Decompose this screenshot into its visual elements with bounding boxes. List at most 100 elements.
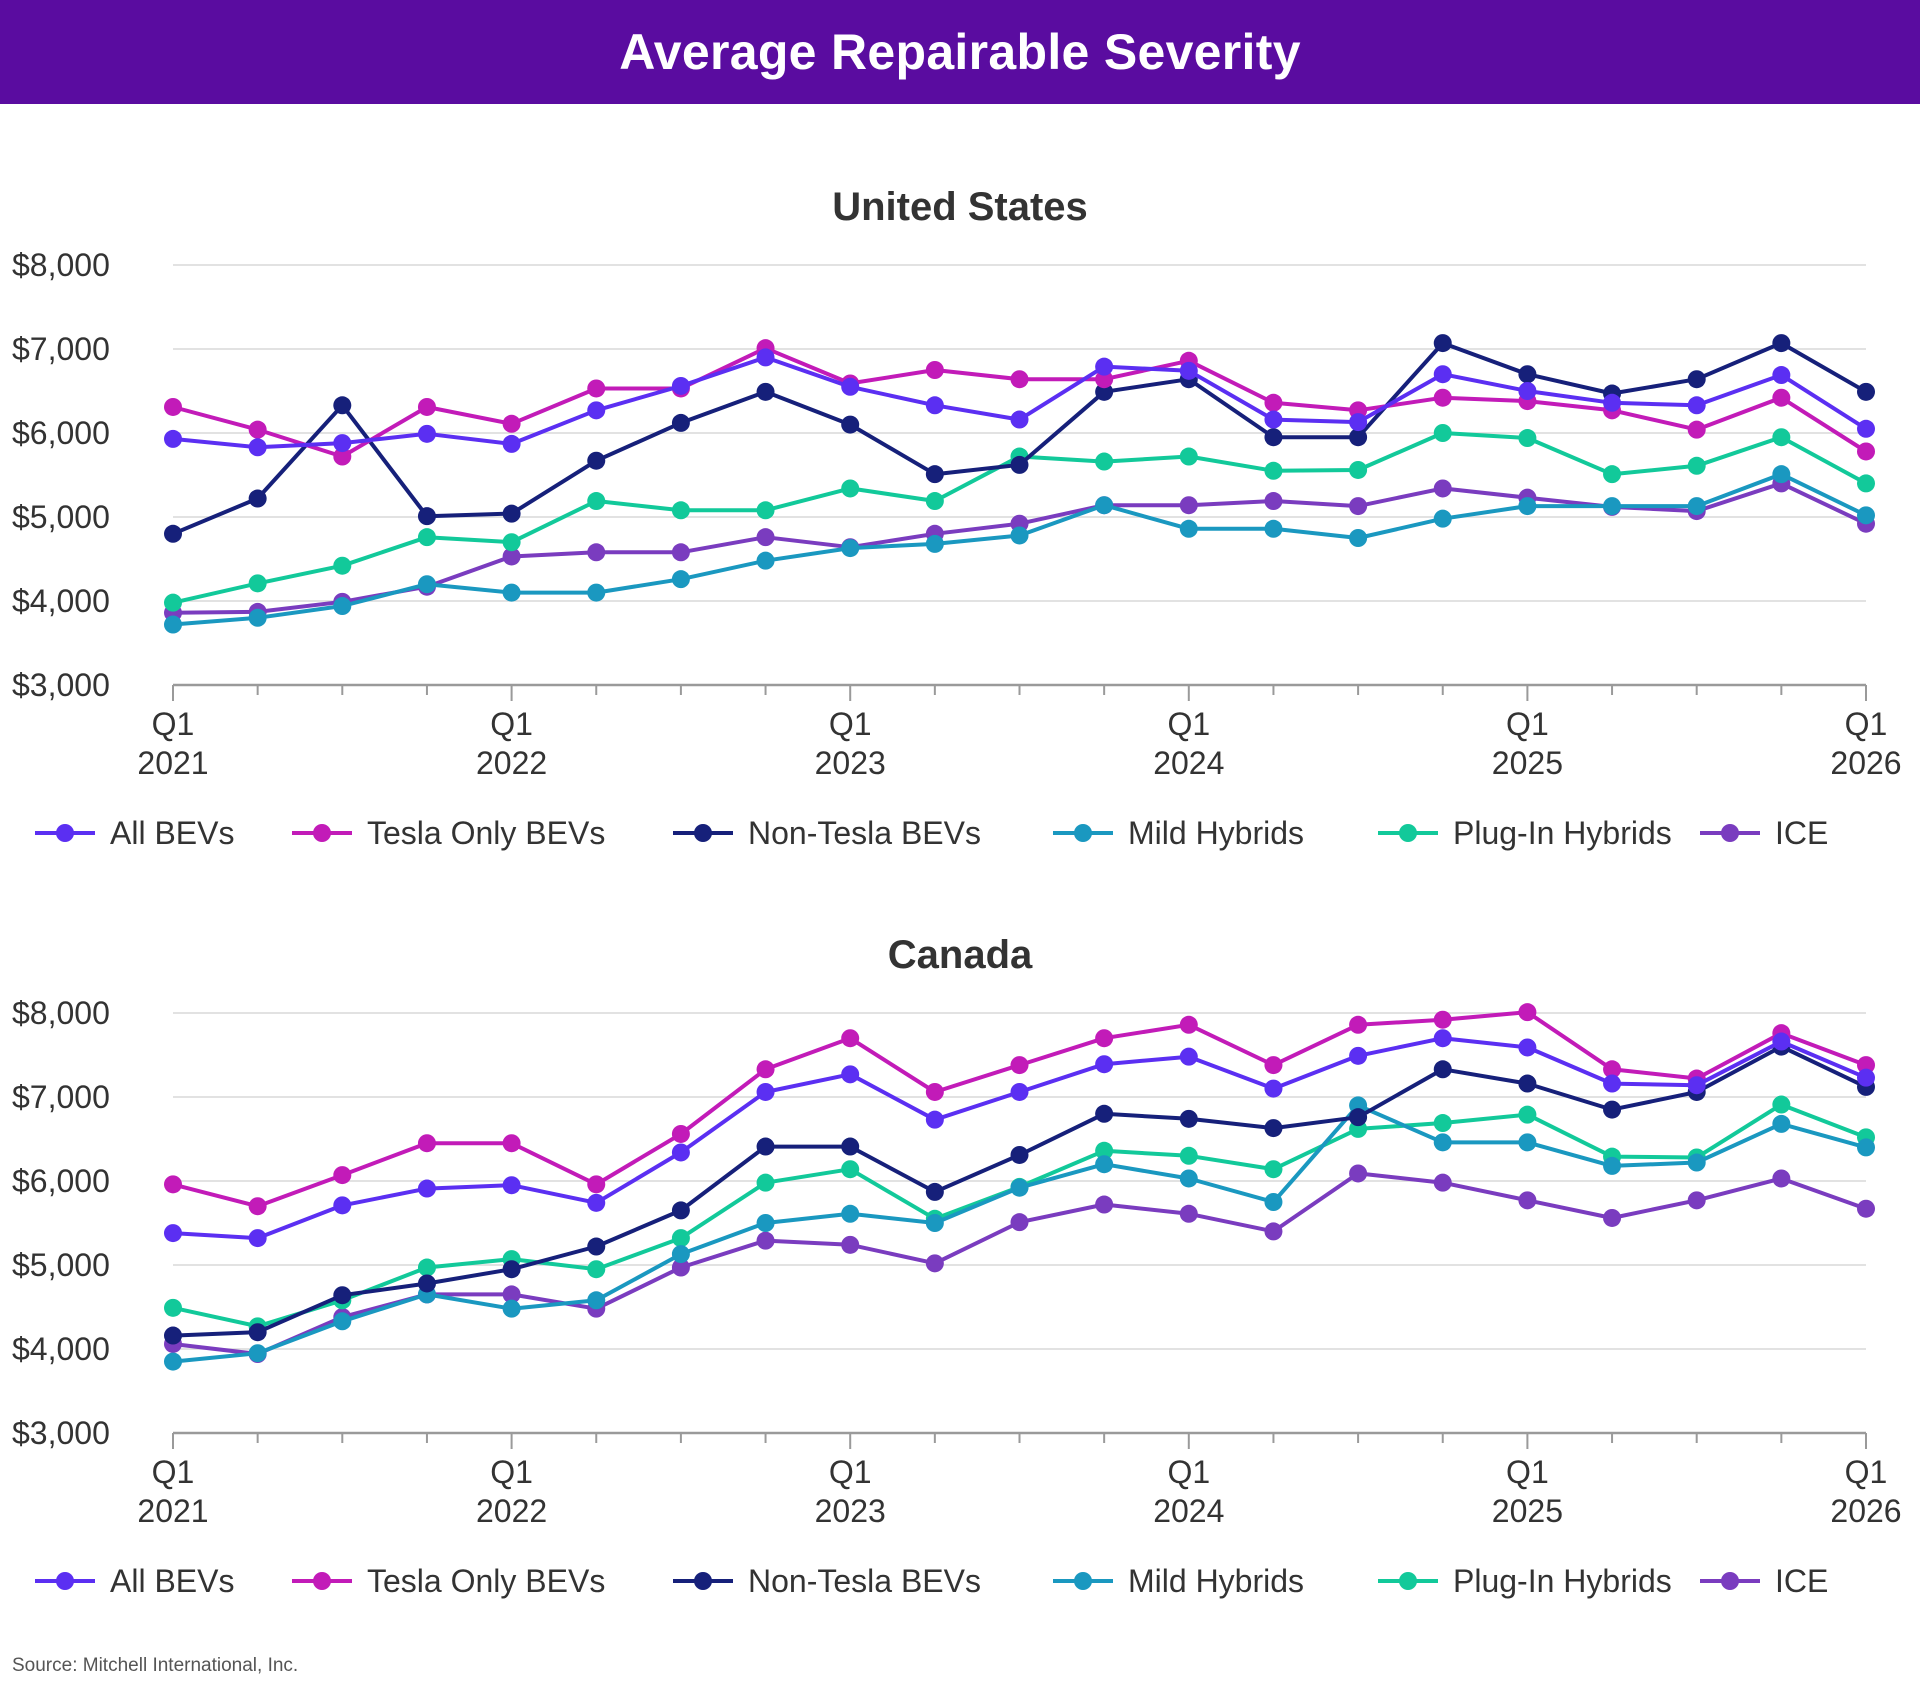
chart-united-states-series-non-tesla-bevs-point: [841, 415, 860, 434]
chart-canada-series-all-bevs-point: [333, 1196, 352, 1215]
chart-united-states-series-plug-in-hybrids-point: [1772, 428, 1791, 447]
chart-canada-series-tesla-only-bevs-point: [1179, 1015, 1198, 1034]
chart-united-states-ytick-label: $8,000: [12, 247, 110, 283]
chart-canada-series-mild-hybrids-point: [587, 1291, 606, 1310]
chart-united-states-series-all-bevs-point: [1857, 419, 1875, 438]
chart-united-states-series-all-bevs-point: [333, 434, 352, 453]
chart-united-states-series-mild-hybrids-point: [841, 539, 860, 558]
chart-united-states-series-tesla-only-bevs-point: [1095, 370, 1114, 389]
chart-united-states-series-plug-in-hybrids-point: [841, 479, 860, 498]
chart-united-states-series-mild-hybrids-point: [417, 575, 436, 594]
chart-canada-ytick-label: $5,000: [12, 1247, 110, 1283]
chart-united-states-series-plug-in-hybrids-point: [1095, 452, 1114, 471]
chart-united-states-series-tesla-only-bevs-point: [1264, 393, 1283, 412]
chart-canada-xtick-label: Q1: [490, 1454, 533, 1490]
chart-united-states-series-mild-hybrids-point: [925, 534, 944, 553]
chart-united-states-series-plug-in-hybrids-point: [502, 533, 521, 552]
chart-canada-series-non-tesla-bevs-point: [756, 1137, 775, 1156]
chart-canada-legend-non-tesla-bevs-label: Non-Tesla BEVs: [748, 1563, 981, 1599]
chart-united-states-legend-plug-in-hybrids-swatch-marker: [1399, 824, 1417, 842]
chart-canada-series-non-tesla-bevs-point: [1095, 1104, 1114, 1123]
chart-united-states-ytick-label: $4,000: [12, 583, 110, 619]
chart-canada-ytick-label: $7,000: [12, 1079, 110, 1115]
chart-united-states-series-non-tesla-bevs-point: [756, 382, 775, 401]
chart-united-states-series-all-bevs-point: [587, 401, 606, 420]
chart-united-states-series-plug-in-hybrids-point: [1433, 424, 1452, 442]
chart-canada-series-mild-hybrids-point: [164, 1352, 182, 1371]
chart-canada-series-ice-point: [671, 1258, 690, 1277]
chart-united-states-series-plug-in-hybrids-point: [1603, 465, 1622, 484]
chart-canada-xtick-label: Q1: [152, 1454, 195, 1490]
chart-canada-series-non-tesla-bevs-point: [248, 1323, 267, 1342]
chart-canada-legend-tesla-only-bevs-label: Tesla Only BEVs: [367, 1563, 605, 1599]
chart-united-states-series-plug-in-hybrids-point: [1687, 456, 1706, 475]
chart-canada-xtick-year-label: 2023: [815, 1493, 886, 1529]
chart-canada-series-mild-hybrids-point: [1687, 1153, 1706, 1172]
chart-united-states-series-non-tesla-bevs-point: [417, 507, 436, 526]
chart-united-states-xtick-label: Q1: [829, 706, 872, 742]
chart-united-states-legend-non-tesla-bevs-swatch-marker: [694, 824, 712, 842]
chart-canada-series-all-bevs-point: [1349, 1046, 1368, 1065]
chart-canada-series-all-bevs-point: [1179, 1047, 1198, 1066]
chart-canada-series-ice-point: [841, 1235, 860, 1254]
chart-united-states-series-mild-hybrids-point: [1687, 497, 1706, 516]
chart-canada-series-ice-point: [1687, 1191, 1706, 1210]
chart-united-states-xtick-year-label: 2024: [1153, 745, 1224, 781]
chart-canada-series-all-bevs-point: [1772, 1032, 1791, 1051]
chart-united-states-series-all-bevs-point: [1433, 365, 1452, 384]
chart-united-states-series-mild-hybrids-point: [1349, 529, 1368, 547]
chart-canada-series-plug-in-hybrids-point: [587, 1260, 606, 1279]
chart-united-states-series-plug-in-hybrids-point: [333, 556, 352, 575]
chart-canada-series-tesla-only-bevs-point: [671, 1124, 690, 1143]
chart-canada-series-all-bevs-point: [1264, 1079, 1283, 1098]
chart-united-states-series-all-bevs-point: [1179, 361, 1198, 380]
chart-united-states-series-all-bevs-point: [671, 376, 690, 395]
chart-united-states-ytick-label: $3,000: [12, 667, 110, 703]
chart-canada-series-tesla-only-bevs-point: [587, 1175, 606, 1194]
chart-united-states-series-non-tesla-bevs-point: [671, 413, 690, 432]
header-banner: Average Repairable Severity: [0, 0, 1920, 104]
chart-united-states-series-plug-in-hybrids-point: [164, 593, 182, 612]
chart-united-states-series-plug-in-hybrids-point: [671, 501, 690, 520]
chart-canada-xtick-year-label: 2026: [1830, 1493, 1901, 1529]
chart-united-states-series-non-tesla-bevs-point: [1095, 382, 1114, 401]
chart-united-states-series-non-tesla-bevs-point: [925, 465, 944, 484]
chart-canada-series-ice-point: [502, 1285, 521, 1304]
chart-united-states-series-tesla-only-bevs-point: [1772, 388, 1791, 407]
chart-united-states-xtick-label: Q1: [1167, 706, 1210, 742]
chart-canada-series-tesla-only-bevs-point: [502, 1134, 521, 1153]
chart-canada-series-ice-point: [925, 1254, 944, 1273]
chart-united-states-series-all-bevs-point: [1264, 410, 1283, 429]
chart-united-states-series-non-tesla-bevs-point: [502, 504, 521, 523]
chart-canada-series-non-tesla-bevs-point: [587, 1237, 606, 1256]
chart-canada-series-mild-hybrids-point: [248, 1344, 267, 1363]
chart-united-states-legend-all-bevs-label: All BEVs: [110, 815, 234, 851]
chart-canada-series-all-bevs-point: [248, 1229, 267, 1248]
chart-united-states-series-mild-hybrids-point: [1010, 526, 1029, 545]
chart-canada-legend-all-bevs-label: All BEVs: [110, 1563, 234, 1599]
chart-united-states-series-non-tesla-bevs-point: [248, 489, 267, 508]
chart-svg-united-states: United States $3,000 $4,000 $5,000 $6,000 $7,…: [12, 185, 1902, 851]
chart-canada-series-non-tesla-bevs-point: [1603, 1100, 1622, 1119]
chart-canada-series-tesla-only-bevs-point: [1264, 1056, 1283, 1075]
chart-united-states-series-tesla-only-bevs-point: [587, 379, 606, 398]
chart-canada-series-plug-in-hybrids-point: [1095, 1141, 1114, 1160]
chart-canada-series-mild-hybrids-point: [756, 1214, 775, 1232]
chart-canada-series-tesla-only-bevs-point: [1433, 1010, 1452, 1029]
chart-canada-series-plug-in-hybrids-point: [1518, 1105, 1537, 1124]
chart-canada-series-ice-point: [1603, 1208, 1622, 1227]
chart-united-states-series-tesla-only-bevs-point: [925, 361, 944, 379]
chart-canada-series-non-tesla-bevs-point: [333, 1286, 352, 1305]
chart-canada-series-mild-hybrids-point: [1772, 1114, 1791, 1133]
chart-canada-series-all-bevs-point: [502, 1176, 521, 1195]
chart-canada-series-non-tesla-bevs-point: [417, 1274, 436, 1293]
chart-canada-series-all-bevs-point: [1433, 1029, 1452, 1048]
chart-united-states-series-mild-hybrids-point: [1518, 497, 1537, 516]
chart-canada-series-plug-in-hybrids-point: [417, 1258, 436, 1277]
chart-united-states-series-tesla-only-bevs-point: [417, 397, 436, 416]
chart-united-states-series-tesla-only-bevs-point: [248, 420, 267, 439]
chart-united-states-series-tesla-only-bevs-point: [502, 414, 521, 433]
chart-united-states-series-plug-in-hybrids-point: [1349, 460, 1368, 479]
chart-canada-series-mild-hybrids-point: [333, 1312, 352, 1331]
chart-united-states-xtick-year-label: 2025: [1492, 745, 1563, 781]
